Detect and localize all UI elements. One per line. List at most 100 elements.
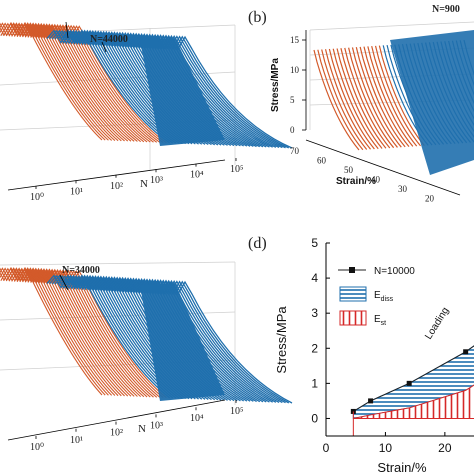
panel-a-xlabel: N <box>140 178 148 190</box>
stress-curve <box>3 22 119 142</box>
stress-curve <box>351 47 398 148</box>
panel-c-annotation: N=34000 <box>59 265 100 291</box>
panel-c-xlabel: N <box>138 423 146 435</box>
z-tick-label: 5 <box>290 95 295 105</box>
panel-c-axis <box>7 399 226 441</box>
stress-curve <box>22 268 142 398</box>
panel-b-annotation-text: N=900 <box>432 4 460 15</box>
stress-curve <box>344 47 391 149</box>
stress-curve <box>328 48 375 150</box>
stress-curve <box>359 46 406 148</box>
strain-tick-label: 50 <box>344 165 354 175</box>
x-tick-label: 10³ <box>150 175 163 186</box>
stress-surface-ridge <box>140 38 225 146</box>
stress-curve <box>0 267 113 396</box>
panel-a-ticks: 10⁰ 10¹ 10² 10³ 10⁴ 10⁵ <box>30 158 244 203</box>
stress-curve <box>8 268 125 397</box>
y-tick-label: 2 <box>311 341 318 355</box>
y-tick-label: 1 <box>311 376 318 390</box>
x-tick-label: 0 <box>323 441 330 455</box>
data-point <box>368 398 374 404</box>
stress-curve <box>0 267 109 396</box>
legend-ediss-label: Ediss <box>374 290 394 303</box>
strain-tick-label: 70 <box>290 146 300 156</box>
data-point <box>406 380 412 386</box>
legend-marker <box>349 267 355 273</box>
stress-curve <box>16 23 135 142</box>
stress-surface-ridge <box>390 30 474 175</box>
stress-curve <box>0 22 109 141</box>
stress-curve <box>24 269 145 398</box>
strain-tick-label: 40 <box>371 175 381 185</box>
legend-est-label: Est <box>374 314 386 327</box>
panel-d-label: (d) <box>248 235 267 252</box>
panel-b-surface <box>313 30 474 175</box>
x-tick-label: 10² <box>110 181 123 192</box>
stress-curve <box>317 49 364 151</box>
x-tick-label: 10³ <box>150 420 163 431</box>
z-tick-label: 0 <box>290 125 295 135</box>
stress-curve <box>348 47 395 149</box>
panel-c-annotation-text: N=34000 <box>62 265 100 276</box>
stress-curve <box>0 21 103 141</box>
panel-c: 10⁰ 10¹ 10² 10³ 10⁴ 10⁵ N N=34000 <box>0 261 293 453</box>
stress-curve <box>24 24 145 143</box>
x-tick-label: 10¹ <box>70 186 83 197</box>
stress-curve <box>0 22 116 141</box>
e-st-area <box>353 384 474 419</box>
panel-c-ticks: 10⁰ 10¹ 10² 10³ 10⁴ 10⁵ <box>30 400 244 453</box>
legend-ediss-swatch <box>339 286 367 302</box>
x-tick-label: 10 <box>379 441 393 455</box>
panel-d-xlabel: Strain/% <box>377 460 427 474</box>
panel-d-axes: 0 1 2 3 4 5 0 10 20 <box>311 236 474 455</box>
stress-curve <box>378 45 425 147</box>
stress-curve <box>355 47 402 148</box>
stress-curve <box>27 269 148 398</box>
stress-curve <box>0 267 116 396</box>
z-tick-label: 10 <box>290 65 300 75</box>
stress-curve <box>19 23 138 142</box>
stress-curve <box>16 268 135 397</box>
x-tick-label: 10¹ <box>70 435 83 446</box>
z-tick-label: 15 <box>290 35 300 45</box>
stress-curve <box>367 46 414 147</box>
panel-a-axis <box>7 159 226 191</box>
panel-b-xlabel: Strain/% <box>336 176 376 187</box>
panel-b-zlabel: Stress/MPa <box>270 58 281 112</box>
stress-curve <box>0 22 113 141</box>
stress-curve <box>5 22 122 142</box>
x-tick-label: 20 <box>438 441 452 455</box>
panel-d-loading-annotation: Loading <box>423 306 451 342</box>
x-tick-label: 10⁴ <box>190 170 204 181</box>
panel-b-ticks: 0 5 10 15 70 60 50 40 30 20 <box>290 35 435 204</box>
panel-a: 10⁰ 10¹ 10² 10³ 10⁴ 10⁵ N N=44000 <box>0 21 293 203</box>
y-tick-label: 3 <box>311 306 318 320</box>
x-tick-label: 10⁵ <box>230 164 244 175</box>
stress-curve <box>11 23 129 142</box>
panel-c-surface <box>0 266 293 404</box>
stress-curve <box>0 267 106 396</box>
x-tick-label: 10⁴ <box>190 413 204 424</box>
panel-b-annotation: N=900 <box>432 4 460 15</box>
x-tick-label: 10⁰ <box>30 442 44 453</box>
stress-curve <box>19 268 138 397</box>
stress-curve <box>13 23 132 142</box>
stress-curve <box>13 268 132 397</box>
legend-label-n10000: N=10000 <box>374 266 415 277</box>
stress-curve <box>363 46 410 148</box>
stress-curve <box>0 266 103 396</box>
panel-a-surface <box>0 21 293 149</box>
panel-b-axes <box>305 30 461 196</box>
panel-d-legend: N=10000 Ediss Est <box>338 266 415 327</box>
stress-curve <box>336 48 383 149</box>
panel-d-ylabel: Stress/MPa <box>274 306 289 374</box>
stress-surface-ridge <box>140 283 225 401</box>
legend-est-swatch <box>339 310 367 326</box>
x-tick-label: 10² <box>110 428 123 439</box>
panel-b-label: (b) <box>248 9 267 26</box>
stress-curve <box>313 49 360 151</box>
panel-d-plot <box>350 345 474 436</box>
stress-curve <box>0 22 106 141</box>
stress-curve <box>371 46 418 147</box>
